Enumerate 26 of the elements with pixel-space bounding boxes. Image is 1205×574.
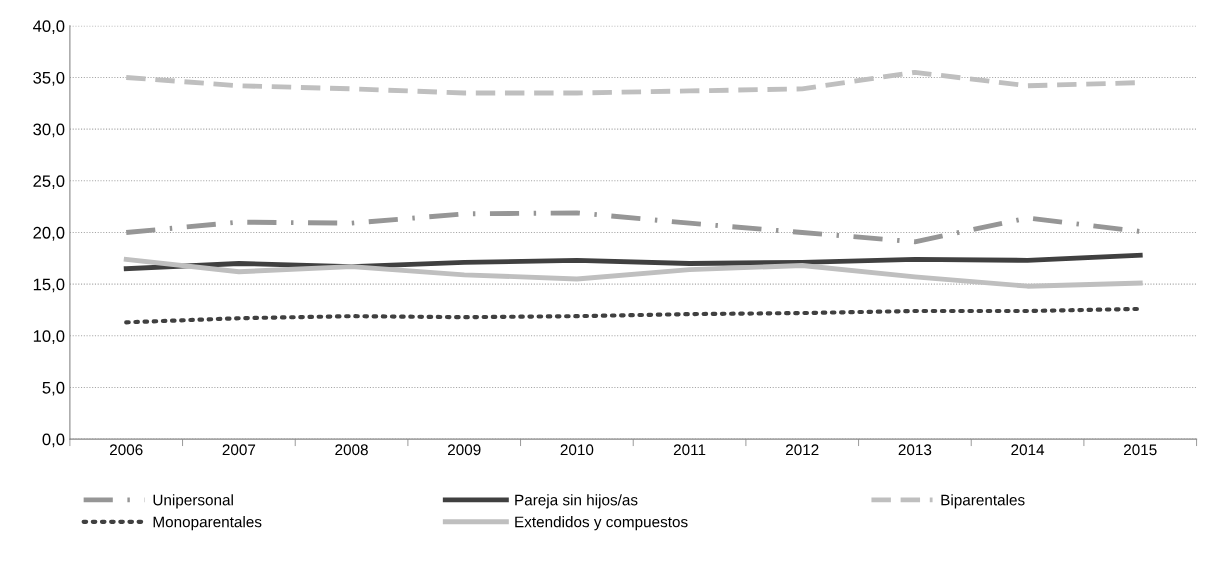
y-tick-label: 0,0 [42, 433, 65, 448]
legend-label: Pareja sin hijos/as [515, 494, 638, 509]
y-tick-label: 25,0 [33, 175, 65, 189]
y-tick-label: 5,0 [42, 381, 65, 396]
x-tick-label: 2006 [110, 444, 143, 456]
y-tick-label: 15,0 [33, 278, 65, 293]
line-series [123, 252, 1143, 272]
legend-label: Biparentales [941, 494, 1025, 509]
x-tick-label: 2014 [1011, 444, 1045, 456]
y-tick-label: 35,0 [33, 71, 65, 86]
legend-label: Extendidos y compuestos [515, 516, 688, 531]
x-tick-label: 2015 [1124, 444, 1157, 456]
x-tick-label: 2011 [673, 444, 706, 456]
y-tick-label: 30,0 [33, 123, 65, 138]
legend-label: Monoparentales [153, 516, 262, 531]
x-tick-label: 2010 [560, 444, 594, 456]
x-tick-label: 2008 [335, 444, 368, 456]
line-series [123, 256, 1143, 289]
x-tick-label: 2007 [222, 444, 256, 456]
x-tick-label: 2009 [448, 444, 481, 456]
x-tick-label: 2013 [898, 444, 932, 456]
legend-label: Unipersonal [153, 494, 233, 509]
x-tick-label: 2012 [786, 444, 819, 456]
y-tick-label: 40,0 [32, 20, 65, 34]
y-tick-label: 20,0 [33, 226, 65, 241]
y-tick-label: 10,0 [33, 330, 65, 344]
